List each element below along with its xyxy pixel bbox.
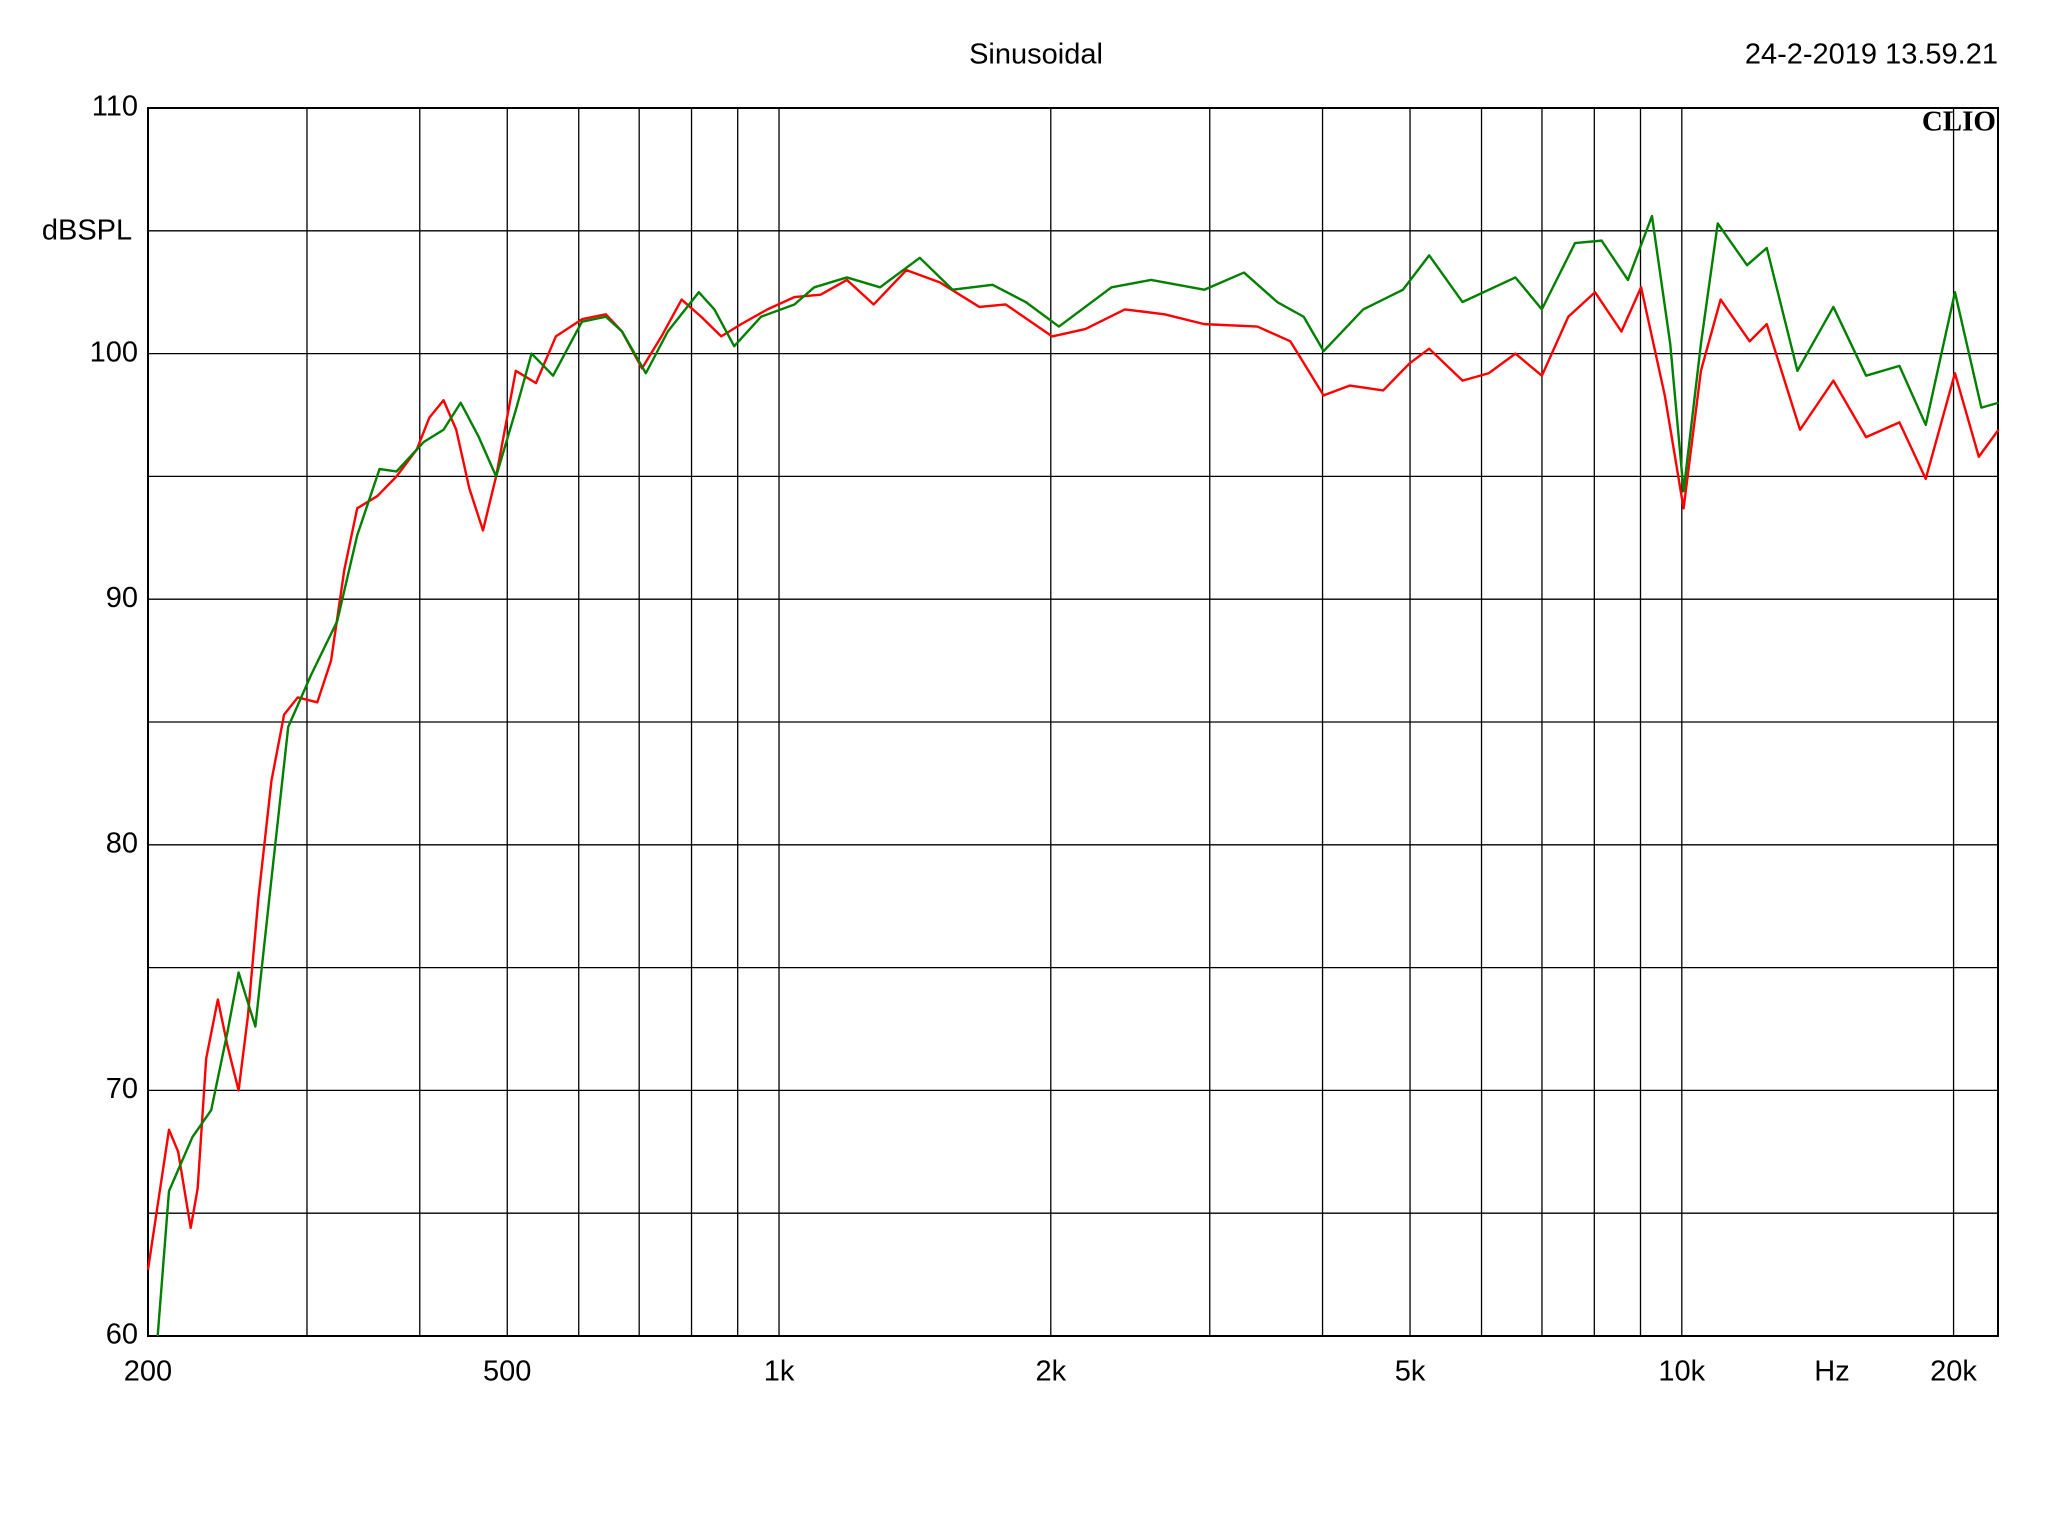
chart-title: Sinusoidal — [969, 39, 1103, 71]
series-line — [156, 214, 1999, 1337]
x-tick-label: 2k — [1035, 1356, 1066, 1388]
y-tick-label: 60 — [106, 1319, 138, 1351]
x-tick-label: 1k — [764, 1356, 795, 1388]
y-tick-label: 80 — [106, 827, 138, 859]
logo: CLIO — [1922, 106, 1996, 138]
x-tick-label: 200 — [124, 1356, 172, 1388]
y-tick-label: 90 — [106, 582, 138, 614]
y-tick-label: 100 — [90, 336, 138, 368]
y-tick-label: 70 — [106, 1073, 138, 1105]
x-tick-label: 5k — [1395, 1356, 1426, 1388]
series-line — [146, 268, 2000, 1270]
y-tick-label: 110 — [92, 91, 138, 123]
y-axis-label: dBSPL — [42, 215, 132, 247]
x-tick-label: 500 — [483, 1356, 531, 1388]
timestamp: 24-2-2019 13.59.21 — [1745, 39, 1998, 71]
x-axis-label: Hz — [1814, 1356, 1849, 1388]
x-tick-label: 20k — [1930, 1356, 1977, 1388]
x-tick-label: 10k — [1658, 1356, 1705, 1388]
